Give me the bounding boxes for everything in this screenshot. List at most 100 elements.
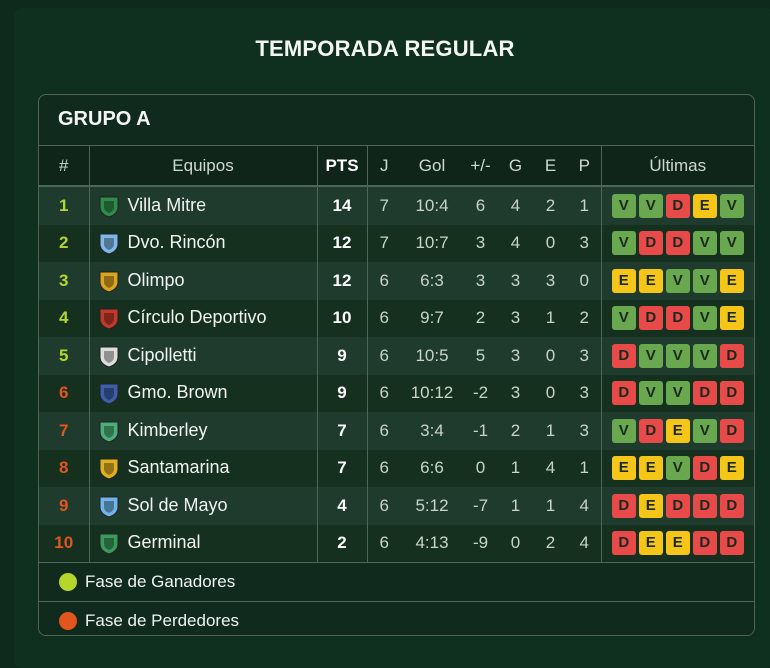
points: 10	[317, 299, 368, 337]
stat-e: 4	[533, 449, 568, 487]
form-badge: E	[719, 456, 744, 481]
stat-diff: 3	[463, 224, 498, 262]
team-cell[interactable]: Santamarina	[89, 449, 318, 487]
table-row[interactable]: 10 Germinal 2 6 4:13 -9 0 2 4 D E E D D	[39, 524, 754, 562]
rank: 4	[39, 299, 90, 337]
stat-p: 4	[568, 524, 601, 562]
table-row[interactable]: 6 Gmo. Brown 9 6 10:12 -2 3 0 3 D V V D D	[39, 374, 754, 412]
stat-gol: 3:4	[401, 412, 463, 450]
col-team[interactable]: Equipos	[89, 146, 318, 187]
team-cell[interactable]: Germinal	[89, 524, 318, 562]
stat-g: 2	[498, 412, 533, 450]
stat-g: 0	[498, 524, 533, 562]
points: 12	[317, 262, 368, 300]
stat-gol: 4:13	[401, 524, 463, 562]
team-cell[interactable]: Círculo Deportivo	[89, 299, 318, 337]
stat-diff: 3	[463, 262, 498, 300]
col-g[interactable]: G	[498, 146, 533, 187]
team-name: Olimpo	[127, 269, 185, 290]
team-cell[interactable]: Kimberley	[89, 412, 318, 450]
col-e[interactable]: E	[533, 146, 568, 187]
col-diff[interactable]: +/-	[463, 146, 498, 187]
stat-p: 0	[568, 262, 601, 300]
team-cell[interactable]: Olimpo	[89, 262, 318, 300]
stat-j: 6	[367, 524, 401, 562]
form-badge: V	[611, 306, 636, 331]
stat-gol: 10:12	[401, 374, 463, 412]
form-badge: D	[719, 493, 744, 518]
stat-g: 3	[498, 262, 533, 300]
table-row[interactable]: 2 Dvo. Rincón 12 7 10:7 3 4 0 3 V D D V V	[39, 224, 754, 262]
stat-p: 2	[568, 299, 601, 337]
team-cell[interactable]: Gmo. Brown	[89, 374, 318, 412]
table-row[interactable]: 8 Santamarina 7 6 6:6 0 1 4 1 E E V D E	[39, 449, 754, 487]
col-gol[interactable]: Gol	[401, 146, 463, 187]
stat-diff: -9	[463, 524, 498, 562]
stat-gol: 9:7	[401, 299, 463, 337]
stat-p: 1	[568, 186, 601, 225]
col-rank[interactable]: #	[39, 146, 90, 187]
stat-diff: 0	[463, 449, 498, 487]
form-badge: V	[692, 343, 717, 368]
stat-g: 3	[498, 337, 533, 375]
stat-diff: 6	[463, 186, 498, 225]
team-cell[interactable]: Villa Mitre	[89, 186, 318, 225]
form-badge: D	[719, 343, 744, 368]
form-badge: D	[665, 231, 690, 256]
legend-winners: Fase de Ganadores	[39, 562, 754, 601]
table-row[interactable]: 3 Olimpo 12 6 6:3 3 3 3 0 E E V V E	[39, 262, 754, 300]
table-row[interactable]: 4 Círculo Deportivo 10 6 9:7 2 3 1 2 V D D V E	[39, 299, 754, 337]
form-badge: V	[665, 456, 690, 481]
table-row[interactable]: 9 Sol de Mayo 4 6 5:12 -7 1 1 4 D E D D D	[39, 487, 754, 525]
col-j[interactable]: J	[367, 146, 401, 187]
stat-gol: 10:4	[401, 186, 463, 225]
table-row[interactable]: 7 Kimberley 7 6 3:4 -1 2 1 3 V D E V D	[39, 412, 754, 450]
stat-j: 6	[367, 412, 401, 450]
form-badge: V	[719, 193, 744, 218]
form-badge: E	[611, 456, 636, 481]
form-badge: D	[665, 193, 690, 218]
team-name: Dvo. Rincón	[127, 232, 226, 252]
team-cell[interactable]: Sol de Mayo	[89, 487, 318, 525]
points: 9	[317, 374, 368, 412]
stat-e: 2	[533, 524, 568, 562]
col-p[interactable]: P	[568, 146, 602, 187]
legend-losers: Fase de Perdedores	[39, 601, 754, 635]
form-badge: V	[719, 231, 744, 256]
stat-j: 6	[367, 262, 401, 300]
stat-e: 0	[533, 337, 568, 375]
stat-gol: 10:5	[401, 337, 463, 375]
stat-diff: -2	[463, 374, 498, 412]
stat-j: 6	[367, 299, 401, 337]
form-badge: V	[611, 231, 636, 256]
table-row[interactable]: 1 Villa Mitre 14 7 10:4 6 4 2 1 V V D E V	[39, 186, 754, 225]
stat-e: 1	[533, 487, 568, 525]
table-row[interactable]: 5 Cipolletti 9 6 10:5 5 3 0 3 D V V V D	[39, 337, 754, 375]
team-crest-icon	[99, 271, 118, 293]
stat-e: 0	[533, 374, 568, 412]
form-badge: D	[611, 381, 636, 406]
form-badge: V	[665, 268, 690, 293]
form-badge: E	[638, 456, 663, 481]
team-cell[interactable]: Cipolletti	[89, 337, 318, 375]
points: 4	[317, 487, 368, 525]
points: 2	[317, 524, 368, 562]
form-badge: E	[665, 531, 690, 556]
stat-g: 3	[498, 299, 533, 337]
col-pts[interactable]: PTS	[317, 146, 368, 187]
form-badge: D	[692, 381, 717, 406]
rank: 5	[39, 337, 90, 375]
rank: 7	[39, 412, 90, 450]
team-name: Kimberley	[127, 419, 208, 440]
rank: 10	[39, 524, 90, 562]
form-badge: D	[692, 493, 717, 518]
team-name: Cipolletti	[127, 344, 197, 365]
stat-j: 7	[367, 186, 401, 225]
team-cell[interactable]: Dvo. Rincón	[89, 224, 318, 262]
rank: 6	[39, 374, 90, 412]
stat-gol: 6:6	[401, 449, 463, 487]
